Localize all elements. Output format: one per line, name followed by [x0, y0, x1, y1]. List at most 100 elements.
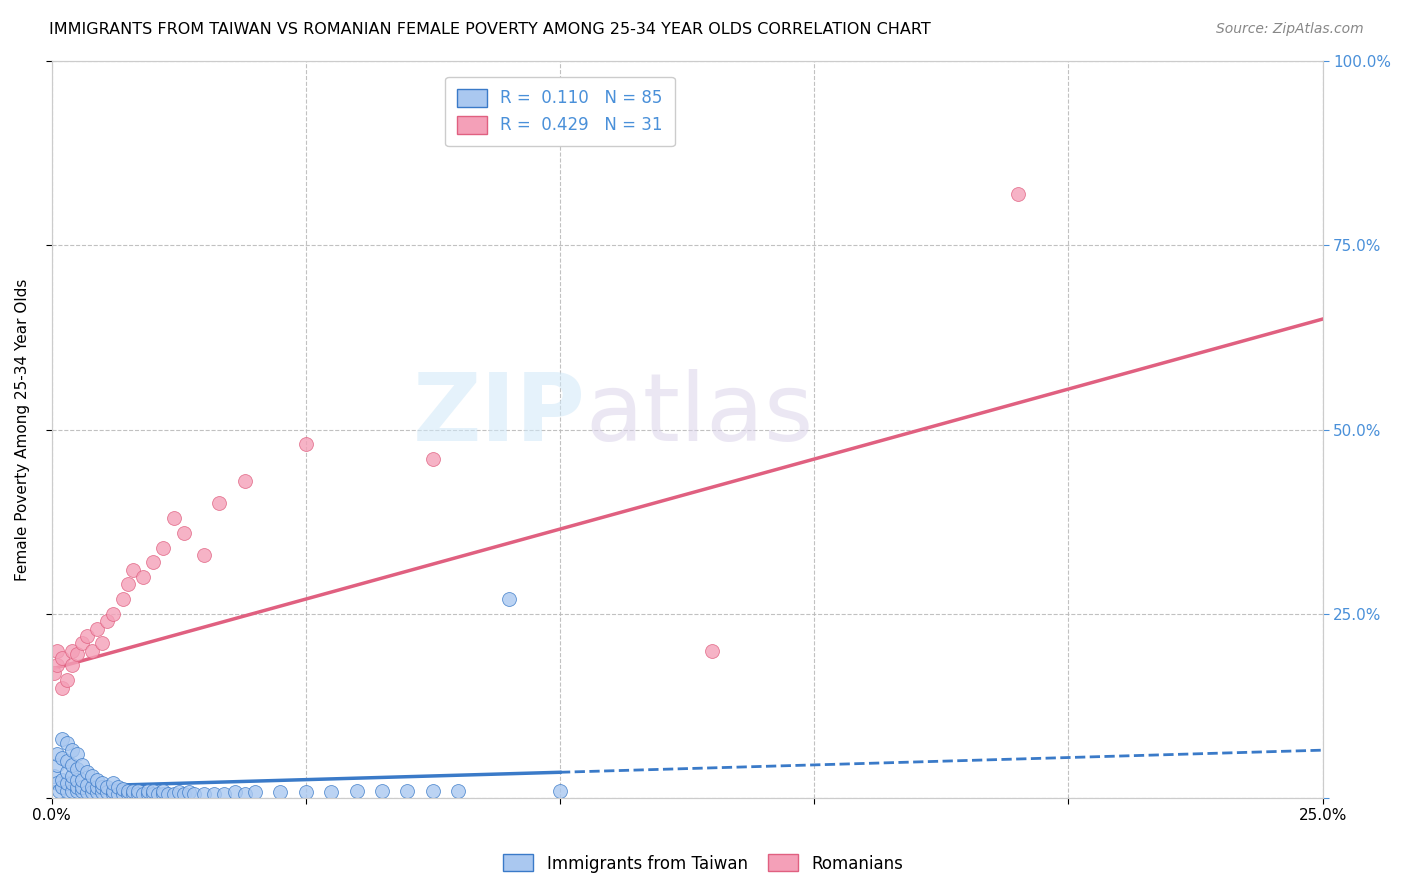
Point — [111, 788, 134, 802]
Point — [66, 780, 89, 794]
Point — [396, 783, 419, 797]
Point — [202, 788, 225, 802]
Point — [45, 658, 67, 673]
Point — [243, 785, 266, 799]
Point — [132, 788, 155, 802]
Point — [70, 772, 93, 787]
Point — [157, 788, 180, 802]
Point — [101, 776, 124, 790]
Point — [70, 780, 93, 794]
Point — [48, 783, 70, 797]
Point — [42, 665, 65, 680]
Point — [86, 622, 108, 636]
Point — [51, 732, 73, 747]
Point — [70, 783, 93, 797]
Point — [101, 783, 124, 797]
Point — [294, 785, 316, 799]
Point — [60, 769, 83, 783]
Point — [111, 592, 134, 607]
Point — [55, 754, 77, 768]
Point — [321, 785, 343, 799]
Point — [60, 643, 83, 657]
Point — [177, 785, 200, 799]
Text: ZIP: ZIP — [412, 369, 585, 461]
Point — [122, 563, 145, 577]
Point — [55, 765, 77, 780]
Point — [42, 769, 65, 783]
Point — [55, 776, 77, 790]
Legend: Immigrants from Taiwan, Romanians: Immigrants from Taiwan, Romanians — [496, 847, 910, 880]
Point — [55, 673, 77, 688]
Point — [60, 783, 83, 797]
Point — [498, 592, 520, 607]
Point — [82, 643, 104, 657]
Point — [82, 769, 104, 783]
Point — [173, 788, 195, 802]
Point — [76, 765, 98, 780]
Point — [82, 785, 104, 799]
Point — [86, 785, 108, 799]
Point — [371, 783, 394, 797]
Point — [101, 788, 124, 802]
Point — [162, 511, 184, 525]
Point — [224, 785, 246, 799]
Point — [422, 783, 444, 797]
Text: IMMIGRANTS FROM TAIWAN VS ROMANIAN FEMALE POVERTY AMONG 25-34 YEAR OLDS CORRELAT: IMMIGRANTS FROM TAIWAN VS ROMANIAN FEMAL… — [49, 22, 931, 37]
Point — [422, 452, 444, 467]
Point — [162, 788, 184, 802]
Point — [91, 776, 114, 790]
Point — [91, 636, 114, 650]
Point — [136, 788, 159, 802]
Point — [142, 783, 165, 797]
Y-axis label: Female Poverty Among 25-34 Year Olds: Female Poverty Among 25-34 Year Olds — [15, 278, 30, 581]
Point — [346, 783, 368, 797]
Point — [111, 782, 134, 797]
Point — [55, 783, 77, 797]
Point — [66, 762, 89, 776]
Point — [91, 785, 114, 799]
Point — [45, 643, 67, 657]
Point — [117, 783, 139, 797]
Point — [96, 785, 118, 799]
Point — [193, 548, 215, 562]
Point — [96, 780, 118, 794]
Point — [86, 780, 108, 794]
Point — [51, 651, 73, 665]
Point — [66, 747, 89, 761]
Point — [233, 474, 256, 488]
Point — [152, 783, 174, 797]
Point — [51, 750, 73, 764]
Point — [45, 776, 67, 790]
Point — [136, 783, 159, 797]
Point — [66, 772, 89, 787]
Point — [702, 643, 724, 657]
Point — [51, 780, 73, 794]
Point — [152, 541, 174, 555]
Point — [148, 788, 170, 802]
Point — [269, 785, 291, 799]
Point — [86, 772, 108, 787]
Point — [91, 780, 114, 794]
Point — [76, 778, 98, 792]
Point — [60, 776, 83, 790]
Point — [294, 437, 316, 451]
Point — [183, 788, 205, 802]
Point — [70, 758, 93, 772]
Point — [117, 577, 139, 591]
Text: atlas: atlas — [585, 369, 814, 461]
Point — [447, 783, 470, 797]
Point — [132, 570, 155, 584]
Text: Source: ZipAtlas.com: Source: ZipAtlas.com — [1216, 22, 1364, 37]
Point — [142, 555, 165, 569]
Point — [167, 785, 190, 799]
Point — [233, 788, 256, 802]
Point — [152, 788, 174, 802]
Point — [101, 607, 124, 621]
Point — [60, 743, 83, 757]
Point — [117, 788, 139, 802]
Point — [45, 747, 67, 761]
Point — [107, 788, 129, 802]
Point — [55, 736, 77, 750]
Point — [193, 788, 215, 802]
Point — [107, 780, 129, 794]
